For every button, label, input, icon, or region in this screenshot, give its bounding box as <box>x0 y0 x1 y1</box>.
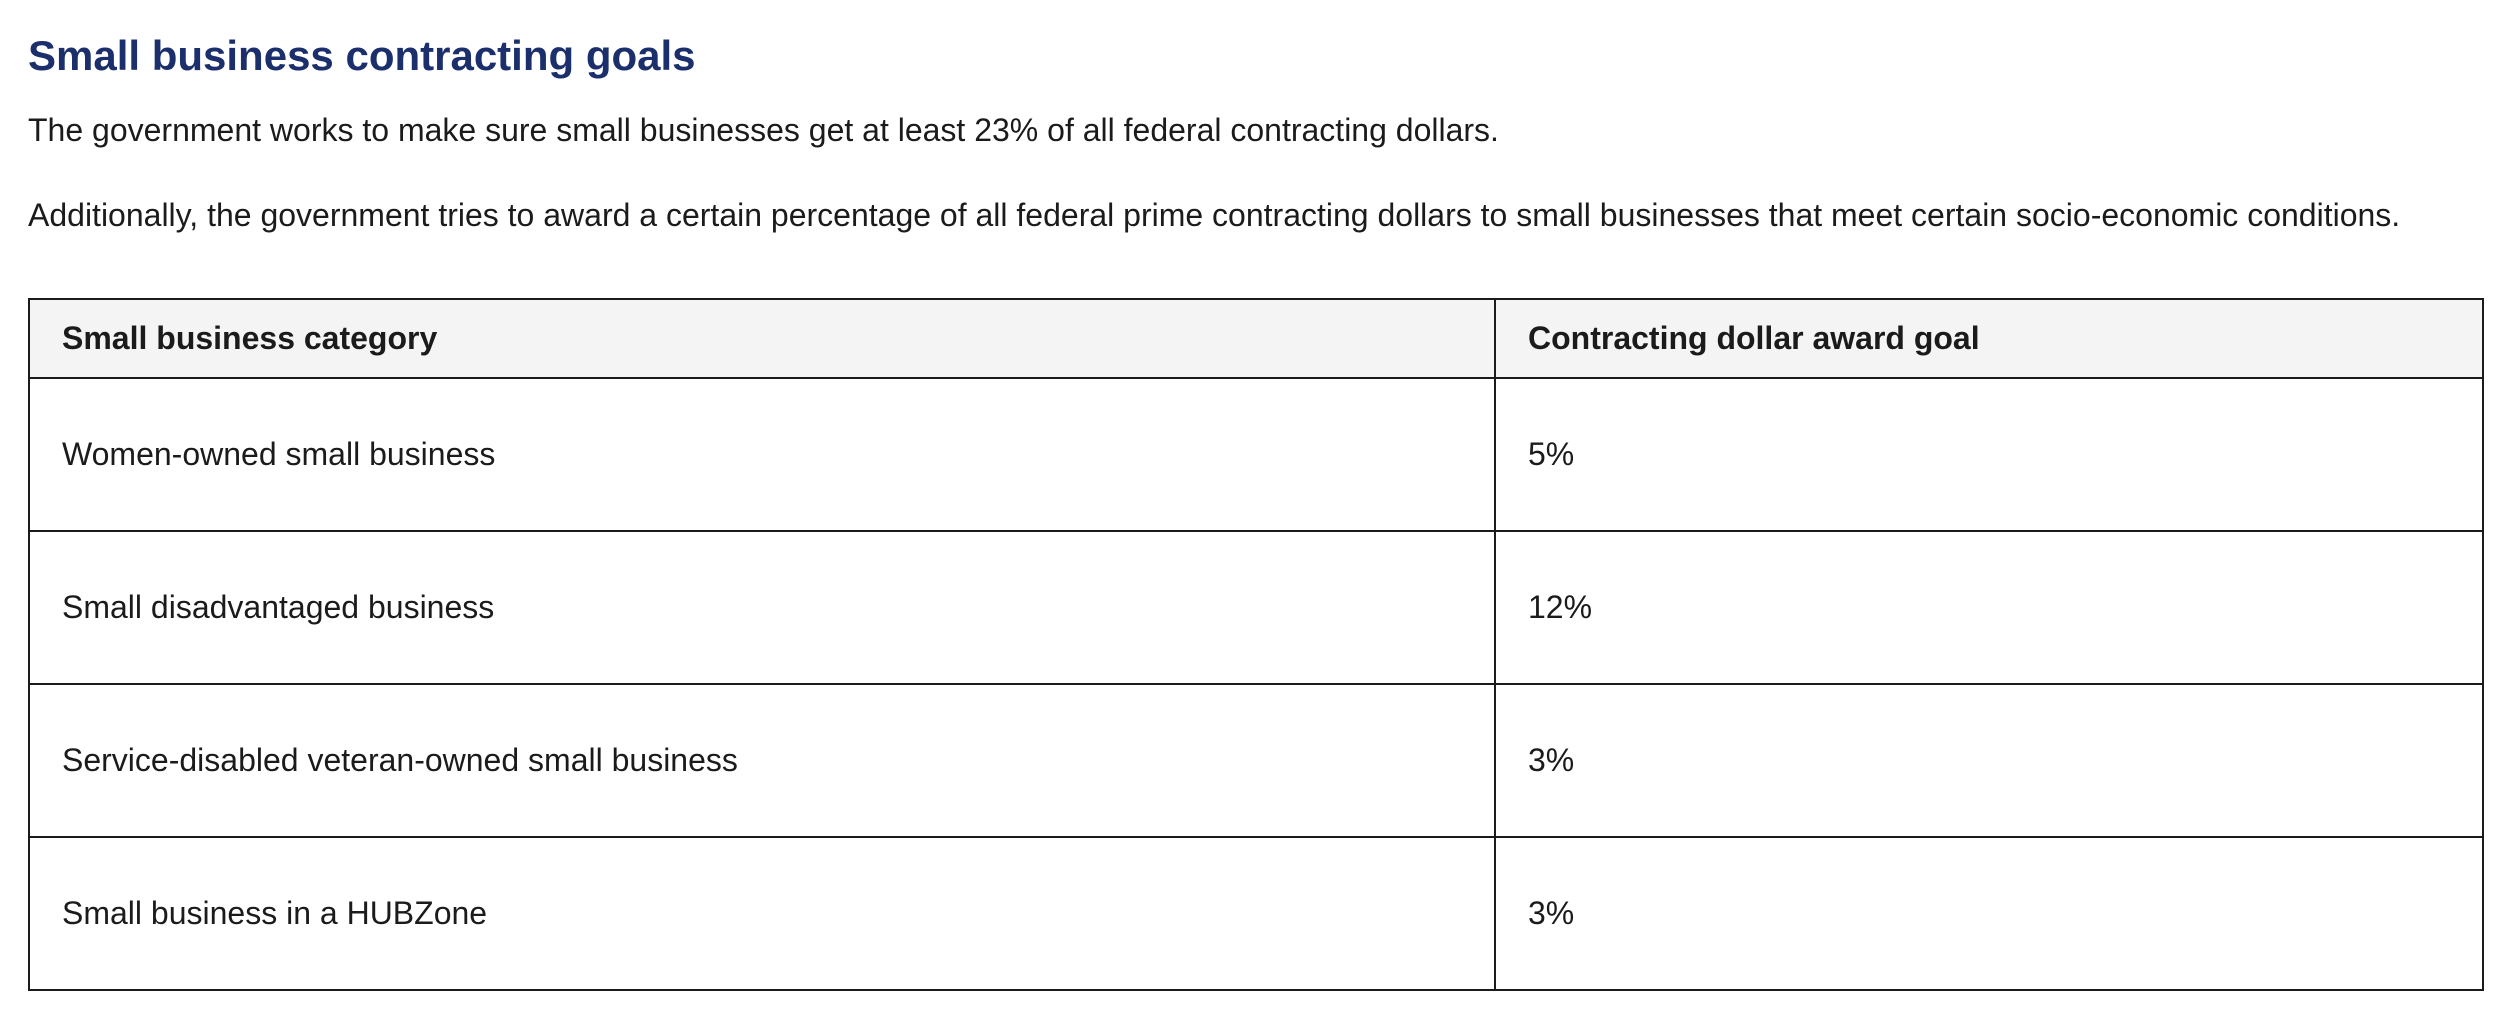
goal-cell: 12% <box>1494 530 2484 685</box>
goal-cell: 5% <box>1494 377 2484 532</box>
category-cell: Women-owned small business <box>28 377 1496 532</box>
goal-cell: 3% <box>1494 836 2484 991</box>
column-header-category: Small business category <box>28 298 1496 379</box>
page-title: Small business contracting goals <box>28 32 696 79</box>
table-row: Service-disabled veteran-owned small bus… <box>28 683 2484 838</box>
socio-economic-paragraph: Additionally, the government tries to aw… <box>28 197 2401 233</box>
category-cell: Small disadvantaged business <box>28 530 1496 685</box>
intro-paragraph: The government works to make sure small … <box>28 112 1499 148</box>
category-cell: Service-disabled veteran-owned small bus… <box>28 683 1496 838</box>
table-row: Small disadvantaged business 12% <box>28 530 2484 685</box>
table-row: Small business in a HUBZone 3% <box>28 836 2484 991</box>
table-row: Women-owned small business 5% <box>28 377 2484 532</box>
main-content: Small business contracting goals The gov… <box>28 28 2484 991</box>
contracting-goals-table: Small business category Contracting doll… <box>28 298 2484 991</box>
table-header-row: Small business category Contracting doll… <box>28 298 2484 379</box>
category-cell: Small business in a HUBZone <box>28 836 1496 991</box>
goal-cell: 3% <box>1494 683 2484 838</box>
column-header-goal: Contracting dollar award goal <box>1494 298 2484 379</box>
